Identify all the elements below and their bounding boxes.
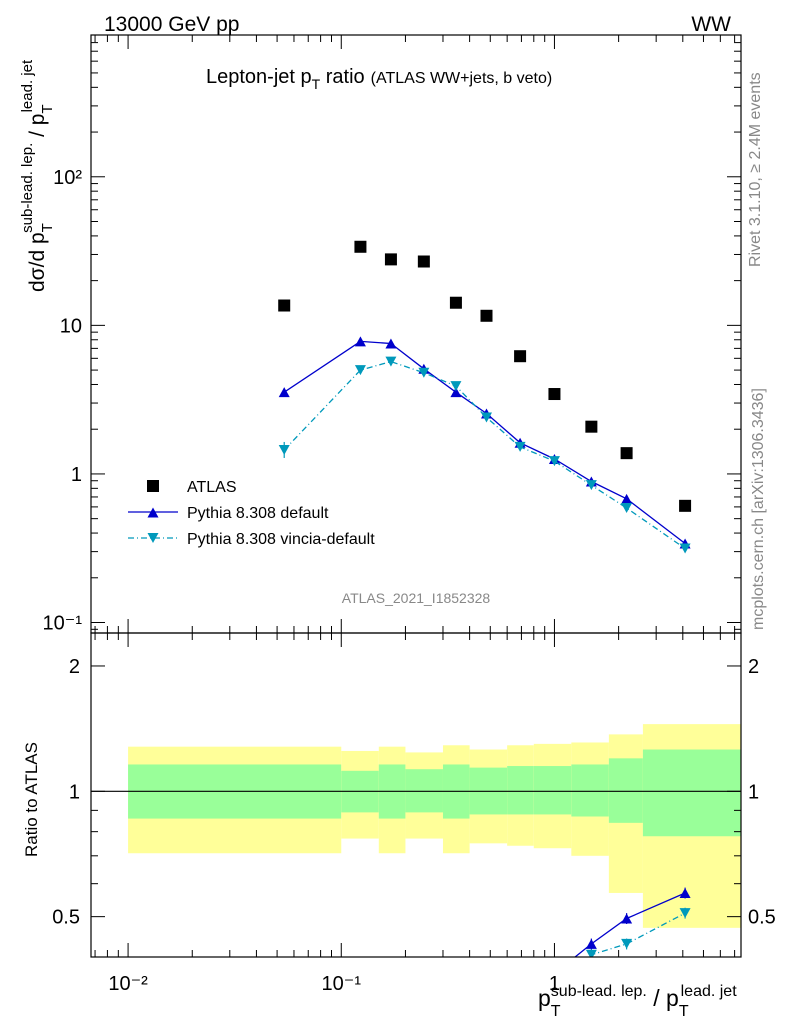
series-point: [450, 381, 462, 392]
panel-frames: [90, 34, 742, 958]
atlas-point: [278, 299, 291, 312]
series-point: [418, 367, 430, 378]
ratio-y-tick-label-right: 2: [748, 656, 759, 678]
series-point: [679, 543, 691, 554]
atlas-point: [480, 309, 493, 322]
y-tick-label: 10⁻¹: [43, 613, 83, 635]
legend-marker-pythia-vincia: [147, 533, 159, 543]
band-1sigma: [608, 758, 643, 823]
series-point: [480, 412, 492, 423]
atlas-point: [354, 240, 367, 253]
x-tick-label: 10⁻²: [108, 973, 148, 995]
series-point: [385, 356, 397, 367]
band-1sigma: [507, 766, 534, 815]
analysis-label: ATLAS_2021_I1852328: [342, 590, 491, 606]
legend-marker-atlas: [147, 480, 159, 492]
ratio-marks: [574, 887, 691, 957]
series-line: [283, 360, 686, 550]
atlas-point: [585, 420, 598, 433]
series-point: [514, 441, 526, 452]
main-y-axis-label: dσ/d pTsub-lead. lep. / pTlead. jet: [19, 59, 56, 292]
series-point: [585, 480, 597, 491]
atlas-point: [514, 350, 527, 363]
legend-label-atlas: ATLAS: [187, 479, 237, 496]
mcplots-label: mcplots.cern.ch [arXiv:1306.3436]: [750, 388, 767, 630]
header-right-label: WW: [691, 13, 731, 36]
y-tick-label: 1: [71, 464, 82, 486]
series-point: [354, 365, 366, 376]
header-left-label: 13000 GeV pp: [104, 13, 239, 36]
tick-labels: 10⁻² 10⁻¹ 1 10⁻¹ 1 10 10² 0.5 0.5 1 1 2 2: [43, 167, 776, 995]
x-tick-label: 1: [549, 973, 560, 995]
band-1sigma: [533, 766, 572, 815]
ratio-y-axis-label: Ratio to ATLAS: [22, 742, 41, 857]
series-line: [283, 340, 686, 545]
y-tick-label: 10: [60, 315, 82, 337]
legend-marker-pythia-default: [147, 507, 159, 518]
atlas-point: [449, 296, 462, 309]
ratio-y-tick-label-right: 0.5: [748, 907, 776, 929]
rivet-label: Rivet 3.1.10, ≥ 2.4M events: [747, 72, 764, 267]
ratio-y-tick-label-left: 0.5: [52, 907, 80, 929]
legend-label-pythia-default: Pythia 8.308 default: [187, 505, 329, 522]
series-point: [621, 493, 633, 504]
series-point: [278, 387, 290, 398]
series-point: [385, 338, 397, 349]
x-tick-label: 10⁻¹: [322, 973, 362, 995]
atlas-point: [548, 388, 561, 401]
band-1sigma: [642, 749, 741, 837]
x-axis-label: pTsub-lead. lep. / pTlead. jet: [538, 983, 737, 1020]
ratio-y-tick-label-left: 2: [69, 656, 80, 678]
series-point: [354, 336, 366, 347]
ratio-y-tick-label-left: 1: [69, 781, 80, 803]
legend-label-pythia-vincia: Pythia 8.308 vincia-default: [187, 531, 375, 548]
atlas-point: [417, 255, 430, 268]
chart-title: Lepton-jet pT ratio (ATLAS WW+jets, b vet…: [206, 66, 552, 92]
y-tick-label: 10²: [53, 167, 82, 189]
axis-ticks: [91, 34, 741, 958]
main-marks: [278, 240, 692, 554]
ratio-y-tick-label-right: 1: [748, 781, 759, 803]
legend: ATLAS Pythia 8.308 default Pythia 8.308 …: [128, 479, 375, 548]
series-point: [450, 387, 462, 398]
band-1sigma: [571, 764, 609, 817]
series-point: [621, 502, 633, 513]
atlas-point: [384, 253, 397, 266]
ratio-frame: [90, 632, 742, 958]
atlas-point: [679, 499, 692, 512]
atlas-point: [620, 447, 633, 460]
uncertainty-bands: [91, 724, 741, 928]
series-point: [548, 456, 560, 467]
